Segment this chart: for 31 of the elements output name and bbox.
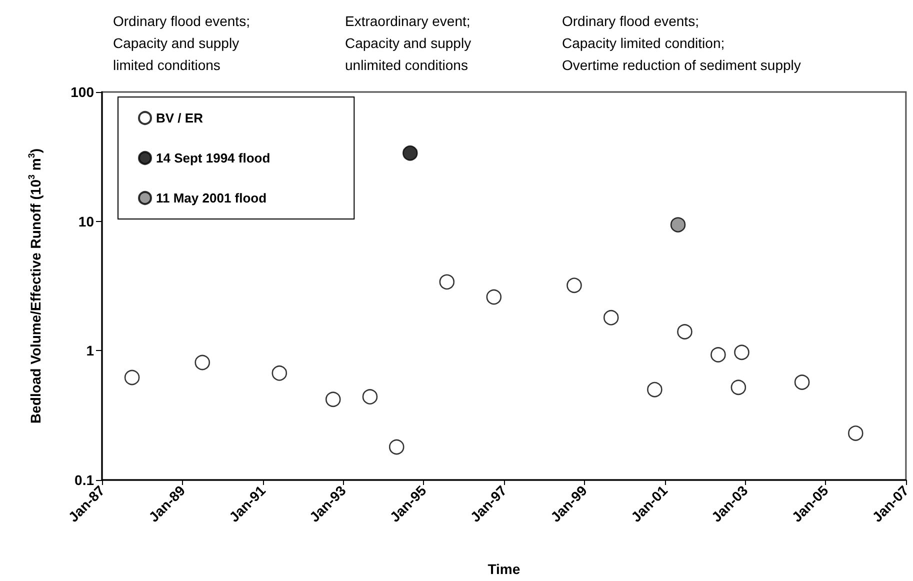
point [402,145,418,161]
point [486,289,502,305]
legend-label: 14 Sept 1994 flood [156,150,270,166]
point [730,380,746,396]
y-tick-label: 1 [86,342,94,359]
point [677,324,692,340]
text: Ordinary flood events; Capacity and supply limited conditions [113,13,250,73]
x-axis-title: Time [488,561,520,577]
point [124,370,140,386]
point [848,426,864,441]
legend-label: 11 May 2001 flood [156,190,267,206]
point [272,366,288,381]
point [325,392,341,408]
y-tick-label: 10 [78,213,94,230]
point [388,439,404,455]
point [362,389,378,404]
point [603,310,619,326]
y-tick-label: 100 [70,84,94,100]
point [566,278,582,293]
point [710,347,726,362]
text: Extraordinary event; Capacity and supply unlimited conditions [345,13,472,73]
point [647,382,662,398]
legend-label: BV / ER [156,110,204,126]
y-tick-label: 0.1 [74,472,94,488]
point [194,354,210,370]
point [734,344,750,360]
point [794,374,810,390]
point [670,217,686,232]
text: Ordinary flood events; Capacity limited condition; Overtime reduction of sediment supply [562,13,801,73]
y-axis-title: Bedload Volume/Effective Runoff (103 m3) [26,148,44,424]
point [439,274,455,290]
